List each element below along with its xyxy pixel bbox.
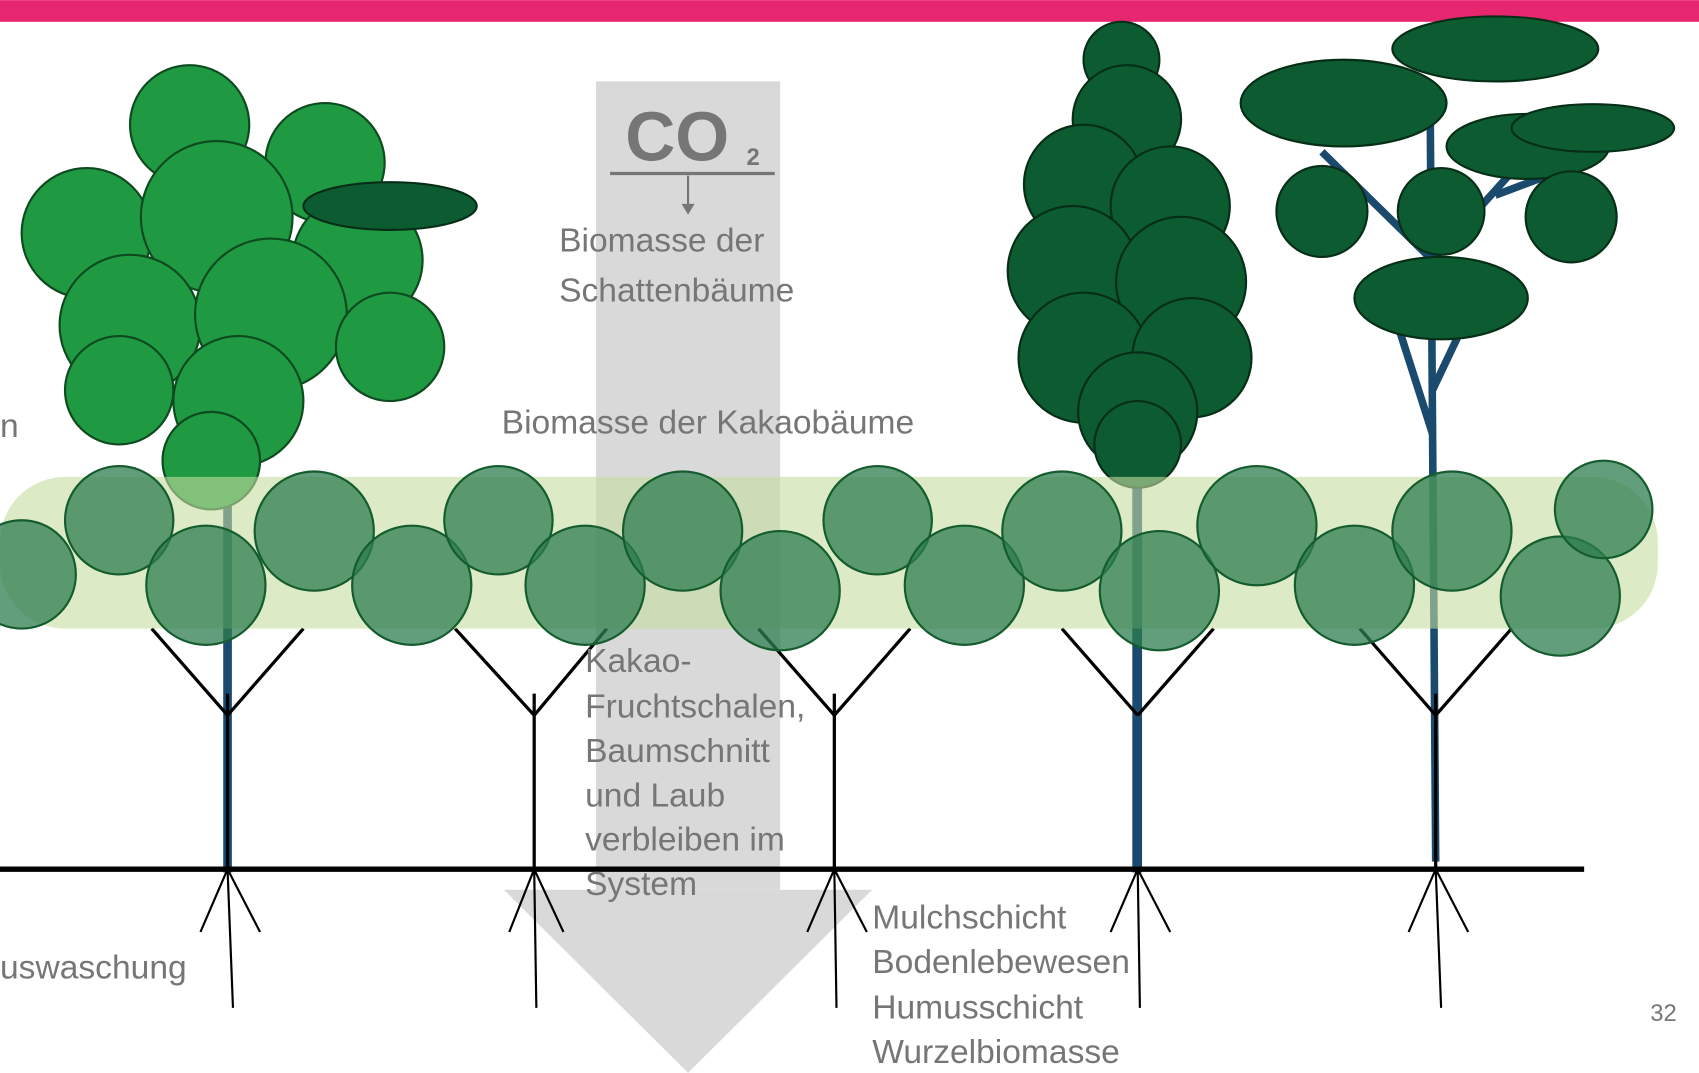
- shade-biomass-label: Biomasse der: [559, 223, 764, 260]
- residue-line: verbleiben im: [585, 822, 785, 859]
- slide: CO 2 Biomasse der Schattenbäume Biomasse…: [0, 0, 1699, 1073]
- residue-line: Fruchtschalen,: [585, 688, 805, 725]
- shade-tree-umbrella: [1241, 16, 1674, 861]
- shade-tree-columnar: [1008, 22, 1252, 873]
- soil-line: Wurzelbiomasse: [872, 1034, 1120, 1071]
- soil-line: Mulchschicht: [872, 900, 1067, 937]
- soil-line: Bodenlebewesen: [872, 944, 1130, 981]
- cut-label: n: [0, 408, 19, 445]
- shade-biomass-label: Schattenbäume: [559, 272, 794, 309]
- co2-subscript: 2: [747, 144, 760, 171]
- residue-line: Kakao-: [585, 643, 691, 680]
- shade-tree-patch: [303, 182, 476, 230]
- residue-line: Baumschnitt: [585, 733, 770, 770]
- top-bar: [0, 0, 1699, 22]
- residue-line: und Laub: [585, 777, 725, 814]
- cacao-trees: [0, 461, 1658, 867]
- soil-line: Humusschicht: [872, 990, 1084, 1027]
- soil-label: Mulchschicht Bodenlebewesen Humusschicht…: [872, 900, 1130, 1071]
- co2-main: CO: [625, 98, 729, 176]
- residue-line: System: [585, 866, 697, 903]
- page-number: 32: [1650, 1000, 1677, 1027]
- cut-label: uswaschung: [0, 950, 187, 987]
- cacao-biomass-label: Biomasse der Kakaobäume: [502, 405, 915, 442]
